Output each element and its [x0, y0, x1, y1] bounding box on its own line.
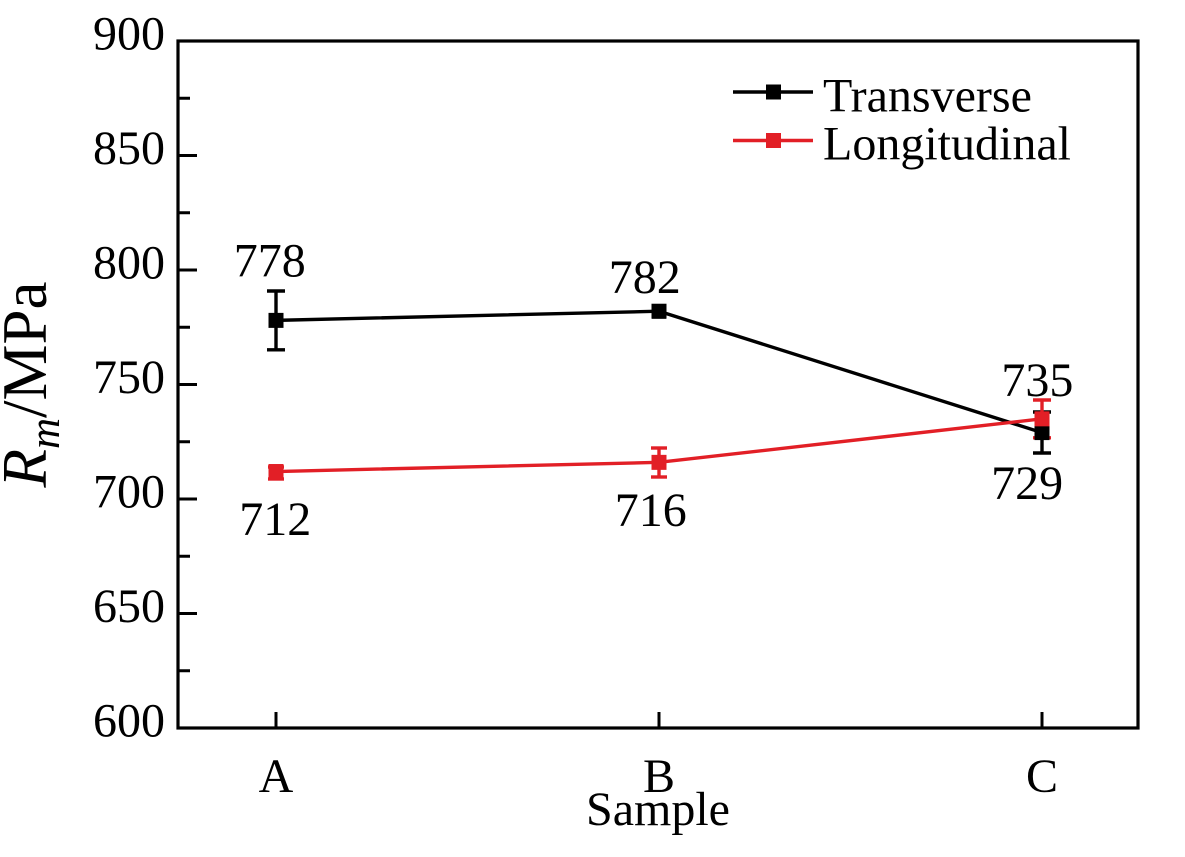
svg-text:A: A [259, 750, 294, 803]
svg-text:800: 800 [93, 237, 165, 290]
svg-text:700: 700 [93, 466, 165, 519]
svg-text:650: 650 [93, 580, 165, 633]
svg-text:C: C [1026, 750, 1058, 803]
svg-text:712: 712 [239, 493, 311, 546]
svg-text:Sample: Sample [586, 783, 730, 836]
svg-text:778: 778 [234, 234, 306, 287]
svg-text:716: 716 [615, 484, 687, 537]
svg-text:Longitudinal: Longitudinal [823, 118, 1071, 171]
svg-text:782: 782 [609, 251, 681, 304]
svg-text:Transverse: Transverse [823, 70, 1032, 123]
svg-text:900: 900 [93, 8, 165, 61]
svg-text:750: 750 [93, 351, 165, 404]
svg-text:Rm/MPa: Rm/MPa [0, 281, 69, 488]
svg-text:600: 600 [93, 695, 165, 748]
svg-text:729: 729 [991, 457, 1063, 510]
svg-text:850: 850 [93, 122, 165, 175]
svg-text:735: 735 [1001, 354, 1073, 407]
